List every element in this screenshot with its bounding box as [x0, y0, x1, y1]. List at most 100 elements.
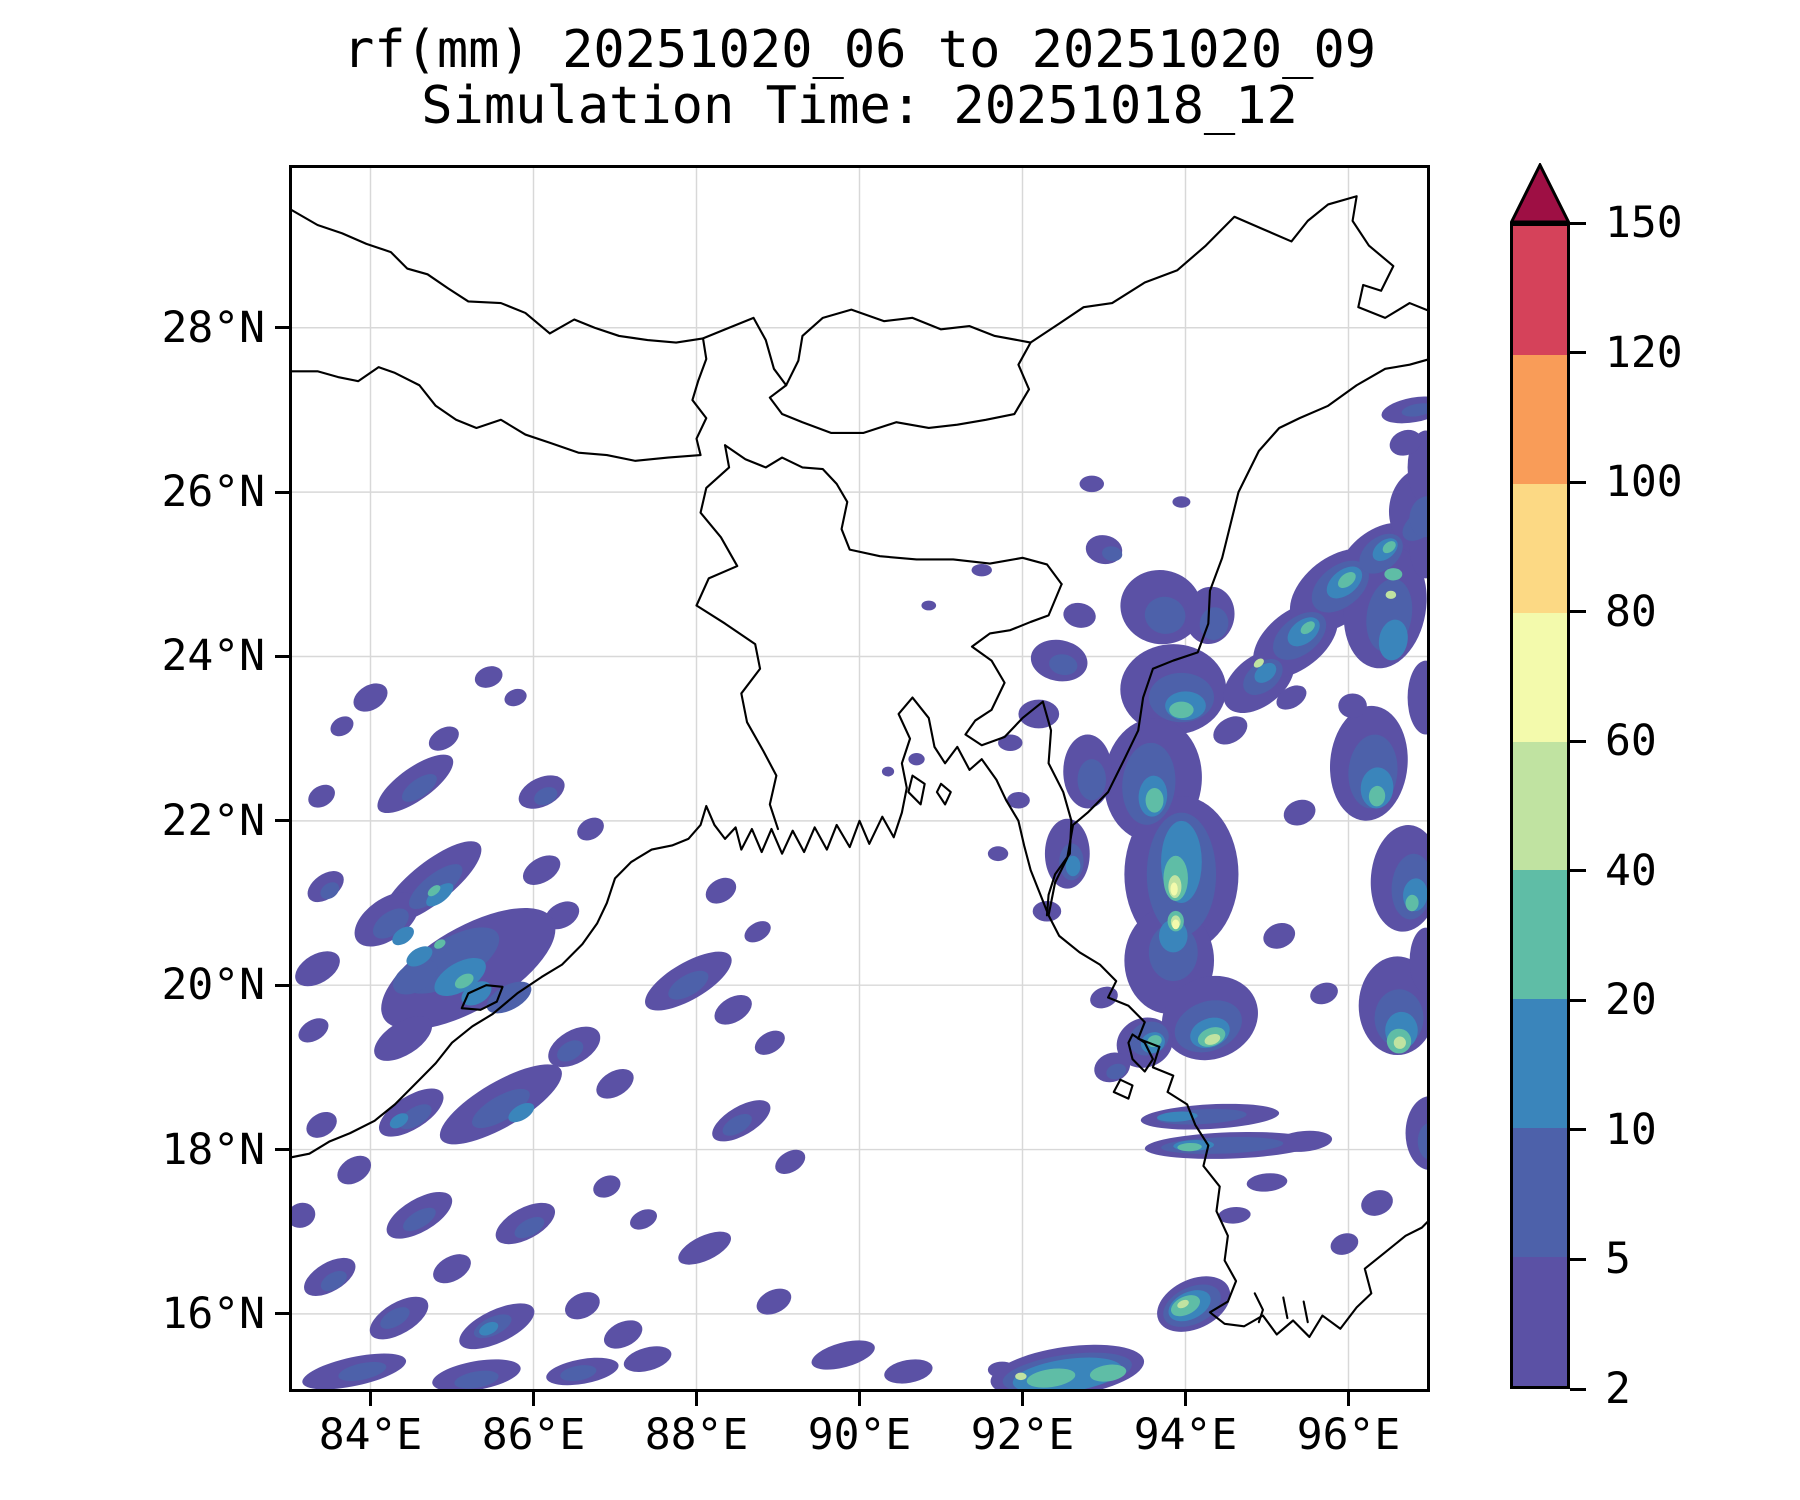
- rain-cell: [557, 1040, 584, 1062]
- colorbar-tick-mark: [1570, 610, 1586, 614]
- rain-cell: [1172, 919, 1180, 930]
- rain-cell: [1077, 759, 1107, 801]
- colorbar-segment: [1513, 1257, 1567, 1387]
- coastline-path: [1127, 1033, 1154, 1073]
- rain-cell: [1417, 1122, 1430, 1160]
- rain-cell: [1169, 701, 1194, 719]
- x-tick-mark: [1184, 1392, 1187, 1406]
- rain-cell: [744, 921, 771, 943]
- x-tick-label: 86°E: [481, 1410, 586, 1460]
- rain-cell: [1213, 716, 1248, 745]
- coastline-path: [289, 207, 708, 462]
- rain-cell: [1276, 685, 1307, 710]
- gridlines: [289, 165, 1430, 1392]
- rain-cell: [514, 1217, 545, 1239]
- rain-cell: [596, 1068, 634, 1099]
- coastline-path: [907, 774, 926, 806]
- plot-subtitle: Simulation Time: 20251018_12: [421, 76, 1298, 136]
- rain-cell: [289, 1202, 316, 1228]
- rain-cell: [508, 1102, 535, 1123]
- rain-cell: [522, 855, 561, 885]
- rain-cell: [722, 1114, 752, 1136]
- colorbar-tick-label: 100: [1605, 457, 1683, 508]
- rain-cell: [320, 1270, 347, 1292]
- rain-cell: [1382, 541, 1396, 554]
- rain-cell: [1409, 927, 1430, 994]
- rain-cell: [1300, 621, 1315, 635]
- rain-cell: [295, 951, 340, 987]
- y-tick-label: 18°N: [161, 1124, 265, 1175]
- map-svg: [289, 165, 1430, 1392]
- rain-cell: [406, 946, 433, 967]
- rain-cell: [1246, 1173, 1288, 1192]
- rain-cell: [678, 1231, 732, 1265]
- coastline-path: [701, 308, 1032, 387]
- rain-cell: [433, 1254, 471, 1284]
- coastline-path: [768, 341, 1032, 434]
- rain-cell: [971, 564, 992, 577]
- x-tick-mark: [858, 1392, 861, 1406]
- rain-cell: [474, 666, 503, 688]
- coastline-path: [460, 984, 504, 1011]
- rain-cell: [1089, 1364, 1127, 1382]
- rain-cell: [1405, 894, 1419, 912]
- rain-cell: [1385, 590, 1397, 599]
- y-tick-label: 28°N: [161, 302, 265, 353]
- coastline-path: [1282, 1296, 1289, 1320]
- colorbar-tick-label: 2: [1605, 1364, 1631, 1414]
- rain-cell: [987, 846, 1009, 862]
- rain-cell: [705, 877, 737, 904]
- map-plot-area: [289, 165, 1430, 1392]
- rain-cell: [577, 817, 604, 841]
- rain-cell: [593, 1175, 621, 1198]
- x-tick-mark: [369, 1392, 372, 1406]
- rainfall-contours: [289, 396, 1430, 1392]
- coastline-path: [1029, 195, 1430, 344]
- rain-cell: [1218, 1206, 1251, 1224]
- colorbar-segment: [1513, 483, 1567, 613]
- rain-cell: [486, 981, 532, 1014]
- rain-cell: [479, 1321, 499, 1336]
- y-tick-mark: [275, 490, 289, 494]
- rain-cell: [714, 995, 752, 1025]
- colorbar-segment: [1513, 1128, 1567, 1258]
- rain-cell: [434, 939, 446, 949]
- rain-cell: [1275, 1130, 1333, 1152]
- colorbar-tick-label: 60: [1605, 716, 1657, 767]
- rain-cell: [630, 1209, 657, 1230]
- title-block: rf(mm) 20251020_06 to 20251020_09 Simula…: [289, 22, 1430, 134]
- coastline-path: [964, 583, 1073, 917]
- rain-cell: [337, 1155, 372, 1185]
- rain-cell: [1007, 792, 1030, 809]
- colorbar-tick-mark: [1570, 480, 1586, 484]
- x-tick-label: 94°E: [1133, 1410, 1238, 1460]
- rain-cell: [811, 1340, 875, 1370]
- y-tick-label: 26°N: [161, 467, 265, 518]
- y-tick-mark: [275, 654, 289, 658]
- x-tick-mark: [1021, 1392, 1024, 1406]
- rain-cell: [1338, 693, 1367, 719]
- colorbar-segment: [1513, 354, 1567, 484]
- coastline-path: [1047, 357, 1430, 917]
- colorbar-tick-mark: [1570, 221, 1586, 225]
- rain-cell: [308, 784, 335, 808]
- rain-cell: [1384, 568, 1403, 581]
- colorbar-segment: [1513, 612, 1567, 742]
- rain-cell: [998, 734, 1023, 751]
- y-tick-label: 22°N: [161, 795, 265, 846]
- coastlines-borders: [289, 195, 1430, 1339]
- rain-cell: [1378, 619, 1408, 661]
- rain-cell: [1102, 546, 1123, 562]
- rain-cell: [392, 926, 414, 946]
- rain-cell: [298, 1018, 329, 1043]
- rain-cell: [1079, 475, 1104, 493]
- colorbar-tick-mark: [1570, 869, 1586, 873]
- colorbar-tick-label: 150: [1605, 198, 1683, 248]
- rain-cell: [1368, 785, 1386, 807]
- rain-cell: [320, 882, 340, 900]
- rain-cell: [338, 1361, 387, 1381]
- rain-cell: [1063, 602, 1096, 628]
- rain-cell: [1199, 607, 1229, 640]
- colorbar-segment: [1513, 741, 1567, 871]
